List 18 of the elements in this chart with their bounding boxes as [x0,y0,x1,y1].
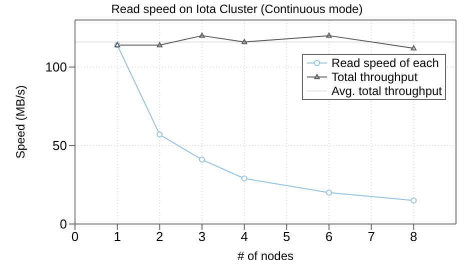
y-tick-label: 0 [60,216,67,232]
x-tick-label: 1 [114,229,121,244]
y-axis-title: Speed (MB/s) [13,85,28,159]
legend-label: Read speed of each [331,56,439,70]
y-tick-label: 100 [45,60,67,75]
x-tick-label: 7 [368,229,375,244]
x-tick-label: 4 [240,229,248,244]
y-tick-label: 50 [52,138,67,154]
x-tick-label: 5 [283,229,290,244]
x-tick-label: 6 [325,229,333,244]
x-tick-label: 0 [71,229,79,244]
x-tick-label: 8 [410,229,418,244]
x-tick-label: 2 [156,229,164,244]
legend-label: Total throughput [331,70,418,84]
x-axis-title: # of nodes [237,249,294,263]
chart-title: Read speed on Iota Cluster (Continuous mode) [110,2,364,16]
legend-label: Avg. total throughput [331,84,442,98]
x-tick-label: 3 [198,229,206,244]
